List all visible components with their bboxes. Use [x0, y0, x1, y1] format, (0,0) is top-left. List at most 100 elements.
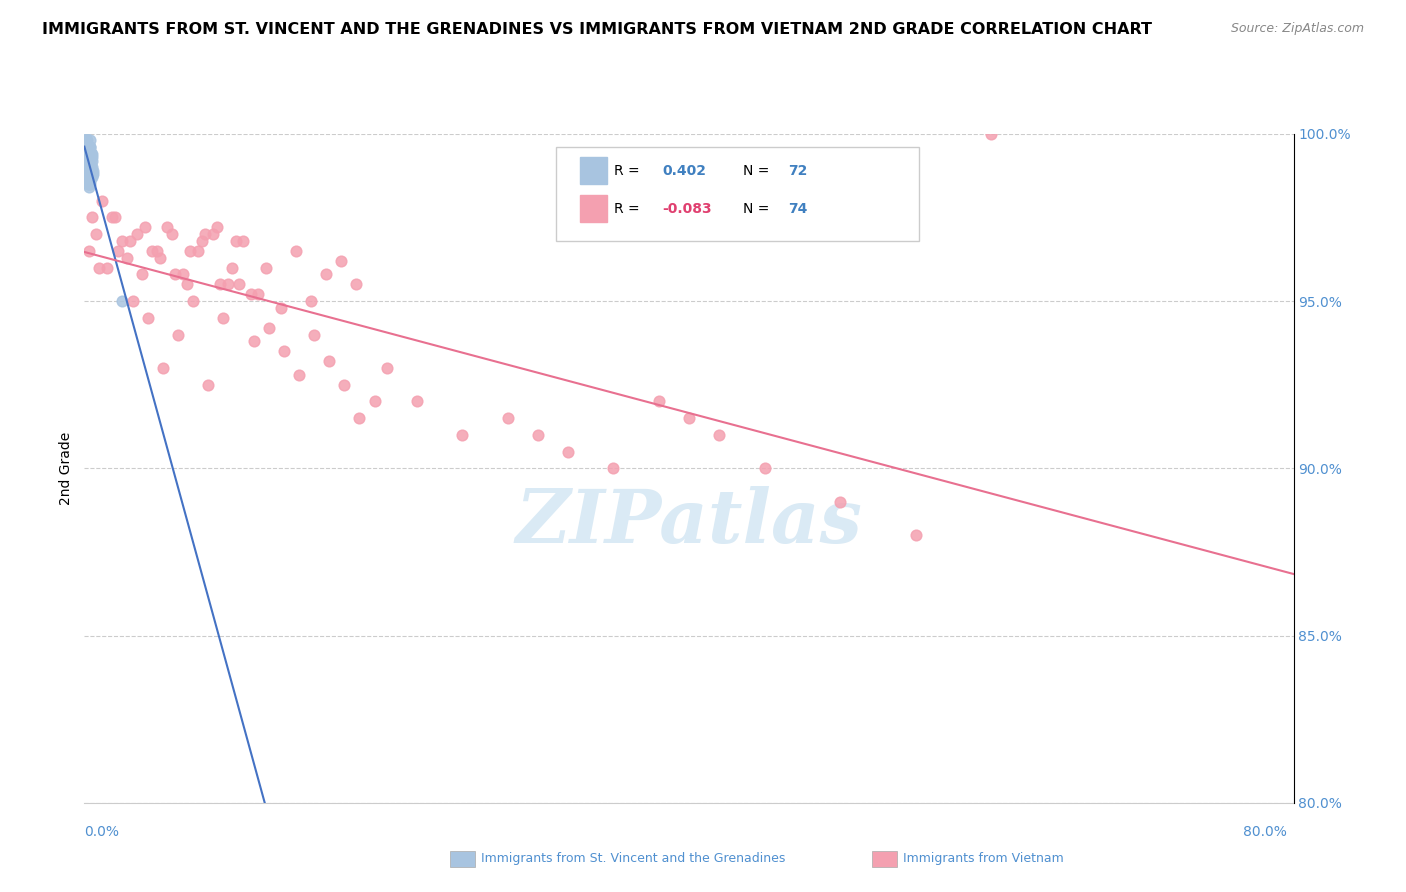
- Point: [451, 427, 474, 442]
- Point: [79, 161, 101, 175]
- Point: [76, 140, 98, 154]
- Point: [75, 150, 97, 164]
- Point: [212, 310, 235, 325]
- Point: [980, 127, 1002, 141]
- Point: [79, 144, 101, 158]
- Point: [76, 150, 98, 164]
- Point: [77, 157, 100, 171]
- Point: [285, 244, 308, 258]
- Point: [79, 177, 101, 191]
- Point: [75, 130, 97, 145]
- Point: [288, 368, 311, 382]
- Point: [156, 220, 179, 235]
- Point: [527, 427, 550, 442]
- Point: [239, 287, 262, 301]
- Point: [75, 153, 97, 168]
- Point: [557, 444, 579, 458]
- Text: 74: 74: [789, 202, 807, 216]
- Point: [176, 277, 198, 292]
- Point: [80, 146, 103, 161]
- Point: [77, 157, 100, 171]
- Point: [77, 150, 100, 164]
- Point: [79, 157, 101, 171]
- Point: [76, 136, 98, 151]
- Point: [107, 244, 129, 258]
- Point: [172, 268, 194, 282]
- Point: [302, 327, 325, 342]
- Text: -0.083: -0.083: [662, 202, 711, 216]
- Point: [76, 161, 98, 175]
- Text: Immigrants from St. Vincent and the Grenadines: Immigrants from St. Vincent and the Gren…: [481, 853, 785, 865]
- Point: [80, 211, 103, 225]
- Point: [79, 140, 101, 154]
- Point: [242, 334, 264, 349]
- Point: [86, 227, 108, 242]
- Point: [80, 167, 103, 181]
- Point: [754, 461, 776, 475]
- Point: [77, 244, 100, 258]
- Point: [181, 294, 204, 309]
- Point: [77, 144, 100, 158]
- Text: Immigrants from Vietnam: Immigrants from Vietnam: [903, 853, 1063, 865]
- Point: [709, 427, 731, 442]
- Point: [77, 163, 100, 178]
- Point: [136, 310, 159, 325]
- Point: [111, 294, 134, 309]
- Point: [318, 354, 340, 368]
- Point: [79, 163, 101, 178]
- Point: [76, 157, 98, 171]
- Point: [349, 411, 371, 425]
- Point: [333, 377, 356, 392]
- Point: [75, 136, 97, 151]
- Point: [75, 146, 97, 161]
- Point: [257, 320, 280, 334]
- Point: [75, 134, 97, 148]
- Point: [77, 170, 100, 185]
- Point: [77, 180, 100, 194]
- Point: [79, 150, 101, 164]
- Point: [648, 394, 671, 409]
- Point: [77, 161, 100, 175]
- Point: [496, 411, 519, 425]
- Point: [115, 251, 138, 265]
- Point: [76, 174, 98, 188]
- Point: [111, 234, 134, 248]
- Point: [80, 146, 103, 161]
- Point: [80, 146, 103, 161]
- Point: [80, 161, 103, 175]
- Point: [77, 157, 100, 171]
- Point: [75, 136, 97, 151]
- Point: [330, 253, 353, 268]
- Point: [76, 174, 98, 188]
- Point: [91, 194, 114, 208]
- Point: [76, 134, 98, 148]
- Point: [76, 144, 98, 158]
- Point: [75, 161, 97, 175]
- Text: 0.0%: 0.0%: [84, 825, 120, 839]
- Point: [77, 167, 100, 181]
- Text: ZIPatlas: ZIPatlas: [516, 485, 862, 558]
- Point: [191, 234, 214, 248]
- Point: [201, 227, 224, 242]
- Point: [406, 394, 429, 409]
- Point: [375, 361, 398, 376]
- Point: [76, 140, 98, 154]
- Point: [165, 268, 187, 282]
- Point: [79, 140, 101, 154]
- Point: [77, 163, 100, 178]
- Point: [221, 260, 243, 275]
- Point: [197, 377, 219, 392]
- Point: [82, 163, 104, 178]
- Point: [77, 157, 100, 171]
- Point: [179, 244, 201, 258]
- Point: [363, 394, 385, 409]
- Point: [225, 234, 247, 248]
- Point: [315, 268, 337, 282]
- Point: [79, 144, 101, 158]
- FancyBboxPatch shape: [581, 157, 607, 184]
- Point: [160, 227, 183, 242]
- Point: [76, 167, 98, 181]
- Point: [254, 260, 277, 275]
- Point: [75, 161, 97, 175]
- FancyBboxPatch shape: [555, 147, 918, 241]
